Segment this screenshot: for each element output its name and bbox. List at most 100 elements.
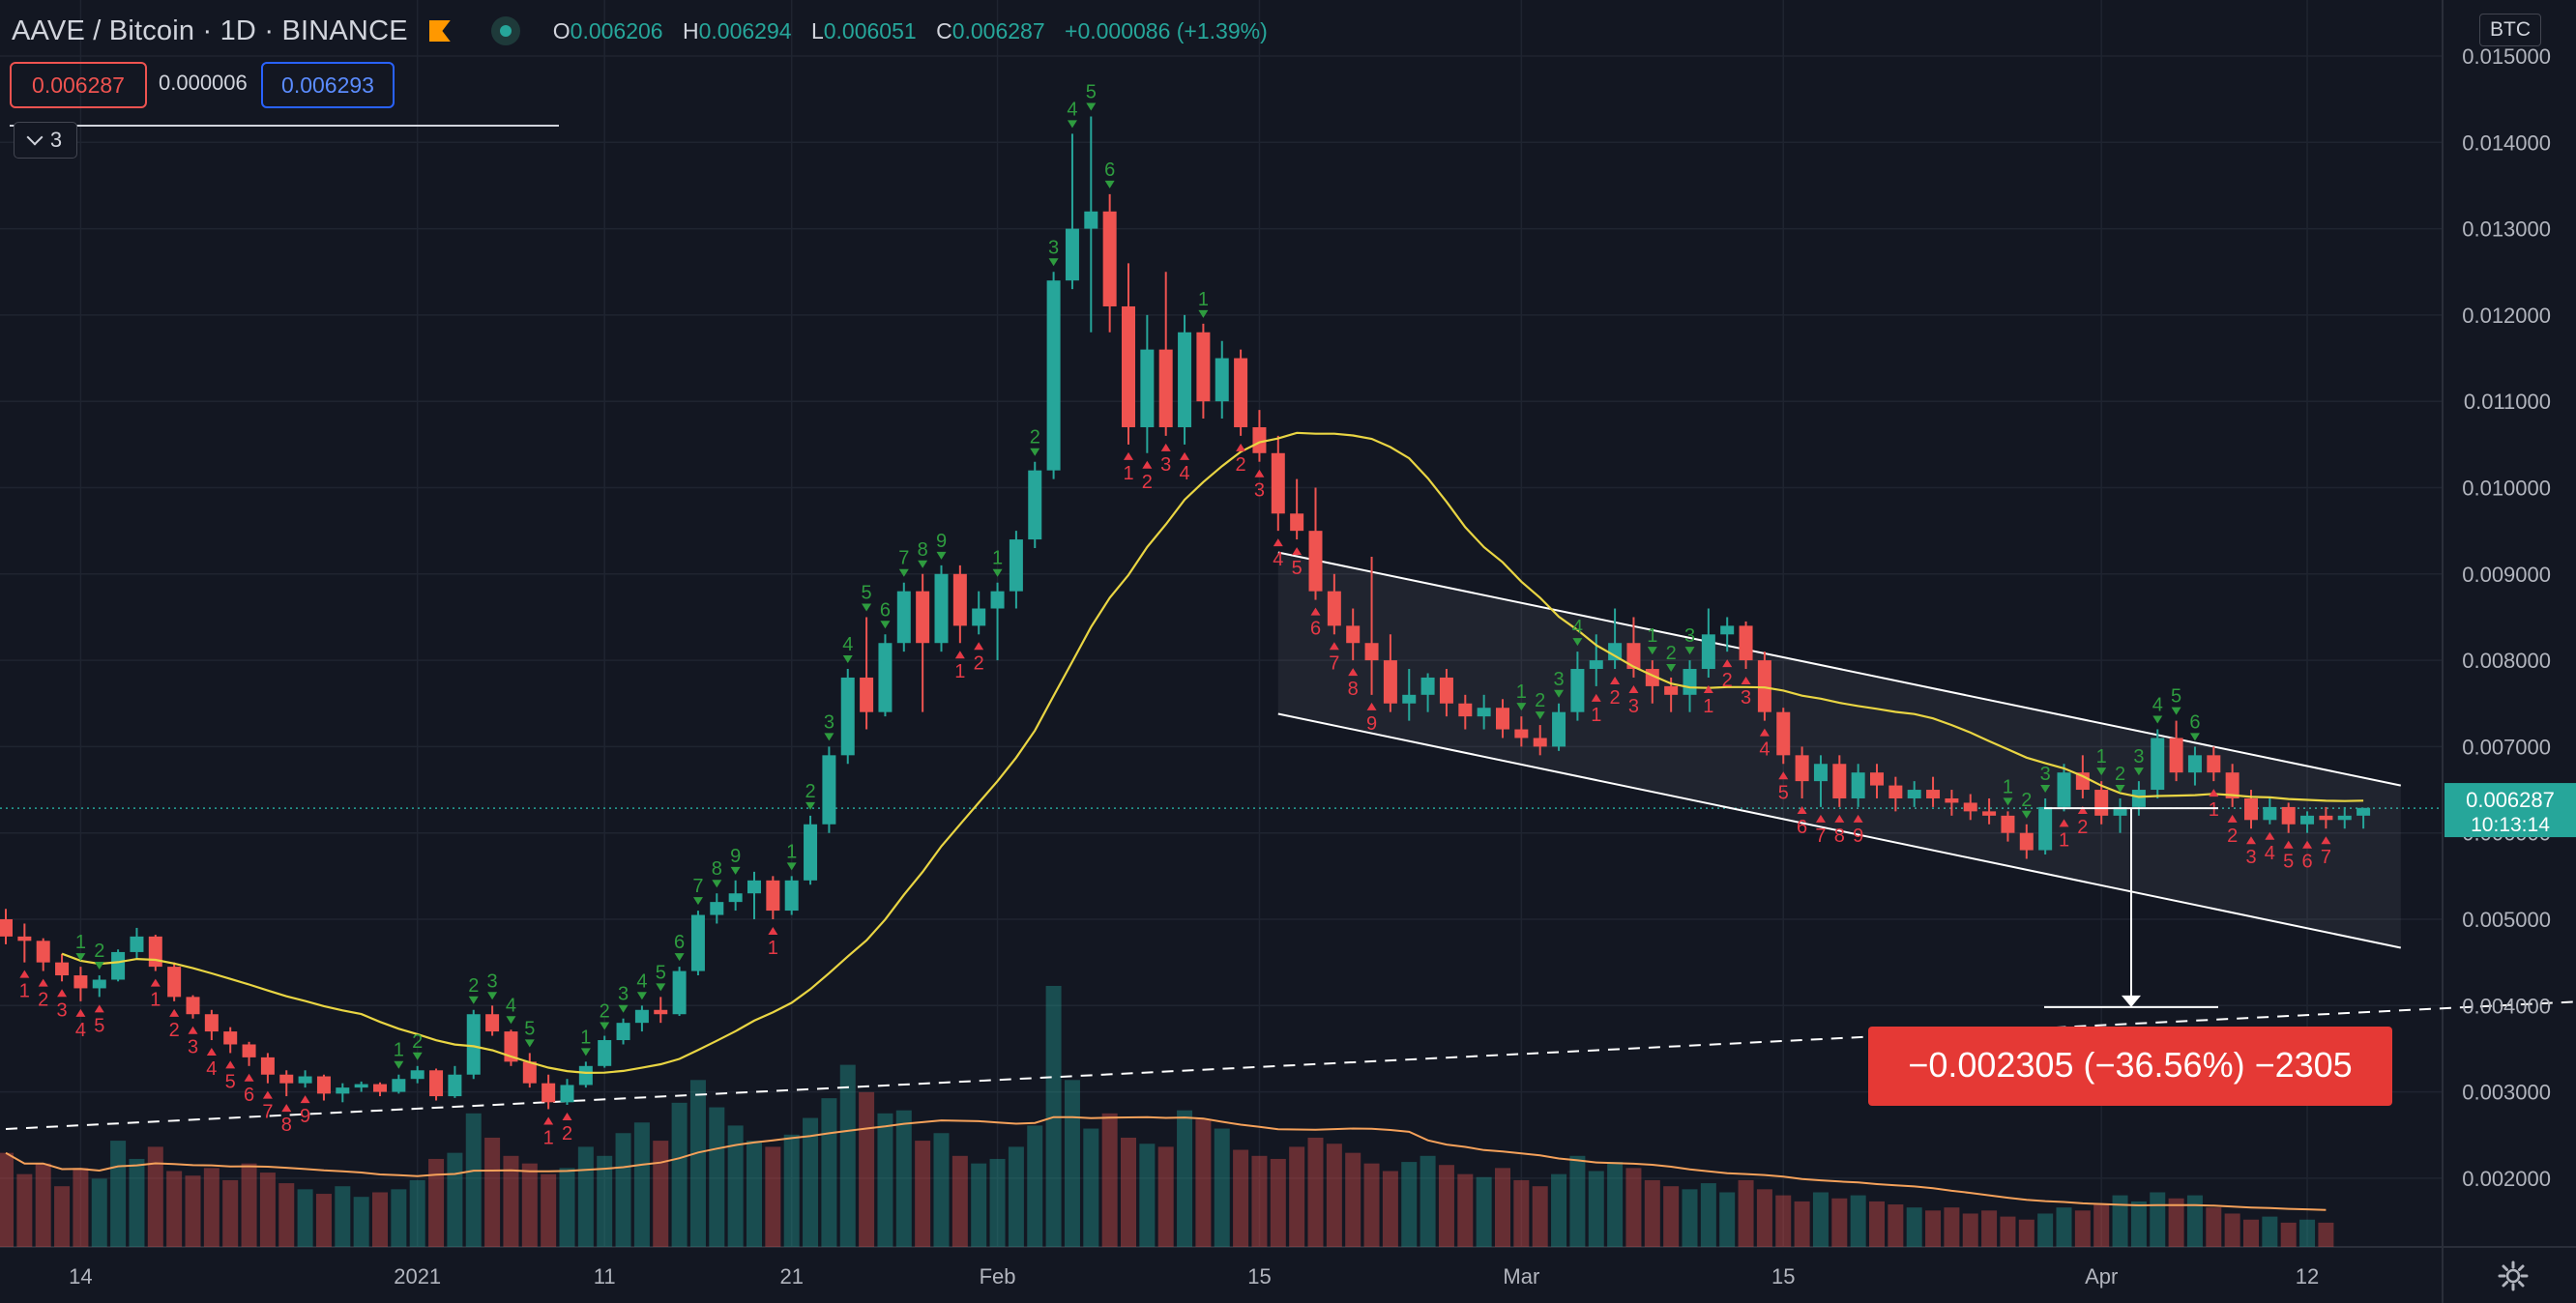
count-marker-up [524, 1039, 535, 1048]
count-marker-up [786, 862, 797, 871]
volume-bar [222, 1179, 239, 1247]
candle-body [1383, 660, 1397, 704]
candle-body [336, 1087, 350, 1094]
volume-bar [2168, 1198, 2184, 1247]
count-marker-up [1647, 647, 1657, 655]
sell-price-button[interactable]: 0.006287 [10, 62, 147, 108]
volume-bar [129, 1158, 145, 1247]
volume-bar [1551, 1173, 1567, 1247]
count-label-up: 4 [1572, 617, 1583, 638]
volume-bar [1476, 1176, 1492, 1247]
candle-body [2225, 772, 2239, 798]
volume-bars [0, 985, 2334, 1247]
dashed-trendline [5, 1000, 2576, 1130]
candle-body [2001, 815, 2015, 833]
count-label-down: 3 [56, 999, 67, 1021]
time-tick-label: Feb [980, 1264, 1016, 1289]
candle-body [316, 1076, 331, 1094]
count-label-down: 5 [1778, 782, 1789, 803]
count-marker-down [562, 1112, 572, 1120]
price-tick-label: 0.007000 [2462, 735, 2551, 759]
candle-body [410, 1070, 424, 1080]
candle-body [972, 608, 986, 626]
candle-body [2038, 806, 2053, 851]
count-marker-down [1610, 677, 1621, 685]
count-marker-down [1741, 677, 1751, 685]
volume-bar [447, 1152, 463, 1247]
count-marker-up [600, 1022, 610, 1030]
count-marker-down [262, 1090, 273, 1099]
volume-bar [1588, 1171, 1604, 1247]
candle-body [1271, 452, 1285, 514]
count-marker-down [1273, 538, 1283, 547]
count-label-down: 1 [768, 938, 778, 959]
candle-body [654, 1009, 668, 1015]
candle-body [2187, 755, 2202, 773]
volume-bar [1888, 1204, 1904, 1247]
count-marker-up [618, 1004, 629, 1013]
count-marker-down [1124, 451, 1133, 460]
candle-body [2263, 806, 2277, 821]
candle-body [1776, 711, 1791, 756]
candle-body [354, 1084, 368, 1088]
candle-body [1907, 790, 1921, 798]
count-marker-up [2189, 733, 2200, 741]
count-marker-up [468, 996, 479, 1004]
volume-bar [2056, 1207, 2072, 1247]
symbol-title[interactable]: AAVE / Bitcoin · 1D · BINANCE [12, 14, 408, 46]
candle-body [896, 591, 911, 644]
count-marker-up [1684, 647, 1695, 655]
indicators-collapse-button[interactable]: 3 [14, 122, 77, 159]
candle-body [0, 919, 13, 937]
count-marker-down [1160, 443, 1171, 451]
candle-body [448, 1074, 462, 1097]
flag-icon[interactable] [428, 20, 451, 42]
volume-bar [1775, 1195, 1792, 1247]
gear-icon[interactable] [2497, 1260, 2530, 1292]
volume-bar [503, 1155, 519, 1247]
count-marker-up [674, 953, 685, 962]
volume-bar [1569, 1155, 1586, 1247]
volume-bar [73, 1168, 89, 1247]
volume-bar [521, 1163, 538, 1247]
count-label-up: 1 [75, 932, 86, 953]
price-axis[interactable]: 0.015000 0.014000 0.013000 0.012000 0.011000… [2444, 44, 2576, 1191]
count-marker-up [75, 953, 86, 962]
volume-bar [484, 1137, 501, 1247]
count-label-up: 6 [674, 932, 685, 953]
volume-bar [428, 1158, 445, 1247]
count-marker-down [75, 1008, 86, 1017]
candle-body [1215, 358, 1229, 402]
count-label-up: 6 [2189, 711, 2200, 733]
volume-bar [241, 1163, 257, 1247]
count-marker-down [57, 989, 68, 998]
candle-body [279, 1074, 294, 1084]
count-marker-up [94, 962, 104, 970]
time-axis[interactable]: 1420211121Feb15Mar15Apr12May [69, 1264, 2576, 1289]
candle-body [148, 936, 162, 968]
candle-body [1945, 797, 1959, 803]
count-marker-up [730, 866, 741, 875]
volume-bar [1083, 1128, 1099, 1247]
candle-body [1683, 669, 1697, 695]
candle-body [560, 1085, 574, 1103]
count-marker-up [2040, 784, 2051, 793]
count-label-down: 3 [1741, 687, 1751, 709]
candle-body [1608, 643, 1623, 661]
volume-bar [1944, 1207, 1960, 1247]
buy-price-button[interactable]: 0.006293 [261, 62, 395, 108]
time-tick-label: 21 [779, 1264, 803, 1289]
price-range-measurement: −0.002305 (−36.56%) −2305 [1868, 807, 2392, 1106]
candle-body [878, 643, 893, 712]
count-marker-up [487, 992, 498, 1000]
count-label-up: 2 [1030, 427, 1040, 449]
currency-button[interactable]: BTC [2479, 14, 2541, 46]
count-marker-down [2059, 819, 2069, 827]
change-value: +0.000086 (+1.39%) [1065, 17, 1268, 43]
candle-body [2244, 797, 2258, 821]
time-tick-label: Mar [1503, 1264, 1539, 1289]
price-tick-label: 0.014000 [2462, 130, 2551, 155]
count-marker-down [1703, 684, 1713, 693]
candle-body [1196, 332, 1211, 402]
